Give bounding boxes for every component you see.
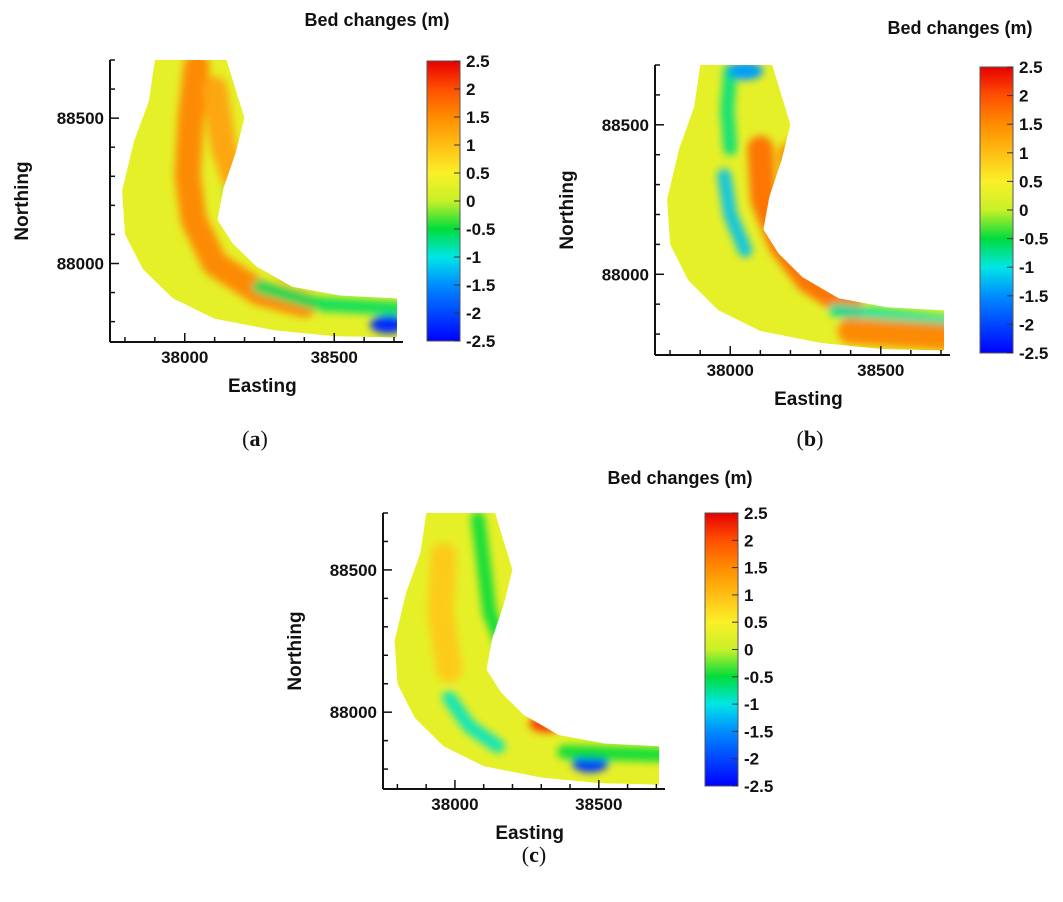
y-axis-title: Northing: [285, 611, 306, 690]
colorbar-tick-label: 1: [1019, 144, 1028, 163]
y-tick-label: 88000: [330, 703, 377, 722]
colorbar-tick-label: -0.5: [1019, 230, 1048, 249]
y-tick-label: 88500: [57, 109, 104, 128]
colorbar-tick-label: -2.5: [466, 332, 495, 351]
colorbar-tick-label: -1.5: [1019, 287, 1048, 306]
colorbar-title: Bed changes (m): [607, 468, 752, 488]
colorbar-tick-label: 1.5: [744, 559, 768, 578]
channel-base: [667, 65, 944, 351]
x-axis-title: Easting: [228, 376, 297, 397]
x-tick-label: 38000: [707, 361, 754, 380]
colorbar-tick-label: 1: [466, 136, 475, 155]
field-band: [442, 690, 506, 754]
colorbar-tick-label: 0: [744, 641, 753, 660]
colorbar-tick-label: 2.5: [1019, 58, 1043, 77]
colorbar-tick-label: -1: [744, 695, 759, 714]
y-tick-label: 88500: [330, 561, 377, 580]
colorbar-tick-label: 2.5: [744, 504, 768, 523]
colorbar-tick-label: -1: [466, 248, 481, 267]
field-band: [557, 745, 660, 762]
panel-caption: (a): [242, 426, 268, 451]
field-band: [252, 279, 397, 316]
field-ridge: [777, 141, 858, 288]
colorbar-tick-label: -2: [744, 750, 759, 769]
bed-change-field: [667, 65, 944, 351]
y-tick-label: 88000: [57, 255, 104, 274]
colorbar-tick-label: 0.5: [466, 164, 490, 183]
colorbar-tick-label: 0: [466, 192, 475, 211]
x-tick-label: 38500: [575, 795, 622, 814]
colorbar-tick-label: -2.5: [1019, 344, 1048, 363]
x-tick-label: 38000: [431, 795, 478, 814]
y-tick-label: 88500: [602, 116, 649, 135]
colorbar-tick-label: -2: [1019, 315, 1034, 334]
colorbar-title: Bed changes (m): [304, 10, 449, 30]
field-ridge: [427, 542, 463, 683]
colorbar-tick-label: -2: [466, 304, 481, 323]
colorbar-tick-label: -1: [1019, 258, 1034, 277]
x-axis-title: Easting: [774, 389, 843, 410]
colorbar-tick-label: 2: [466, 80, 475, 99]
colorbar-tick-label: -1.5: [466, 276, 495, 295]
field-band: [717, 168, 753, 258]
field-spot: [529, 714, 566, 733]
y-tick-label: 88000: [602, 265, 649, 284]
panel-caption: (b): [797, 426, 824, 451]
colorbar-tick-label: 2: [744, 531, 753, 550]
field-spot: [370, 315, 397, 334]
field-ridge: [837, 318, 944, 351]
colorbar-tick-label: -0.5: [466, 220, 495, 239]
panel-b: 38000 38500 88000 88500 Easting Northing 2.5 2 1…: [557, 18, 1048, 451]
colorbar-tick-label: 0: [1019, 201, 1028, 220]
colorbar-tick-label: 0.5: [744, 613, 768, 632]
field-spot: [727, 65, 764, 80]
colorbar-tick-label: 1: [744, 586, 753, 605]
y-axis-title: Northing: [557, 170, 578, 249]
colorbar-tick-label: -0.5: [744, 668, 773, 687]
field-band: [720, 65, 738, 156]
colorbar-title: Bed changes (m): [887, 18, 1032, 38]
colorbar-tick-label: -2.5: [744, 777, 773, 796]
y-axis-title: Northing: [12, 161, 33, 240]
x-axis-title: Easting: [495, 823, 564, 844]
field-spot: [223, 181, 260, 200]
colorbar-tick-label: 0.5: [1019, 172, 1043, 191]
colorbar-tick-label: 2.5: [466, 52, 490, 71]
bed-change-field: [122, 60, 397, 338]
colorbar-tick-label: 1.5: [466, 108, 490, 127]
panel-caption: (c): [522, 842, 546, 867]
x-tick-label: 38000: [161, 348, 208, 367]
panel-a: 38000 38500 88000 88500 Easting Northing 2.5 2 1…: [12, 10, 495, 451]
field-band: [828, 303, 944, 330]
x-tick-label: 38500: [311, 348, 358, 367]
panel-c: 38000 38500 88000 88500 Easting Northing 2.5 2 1…: [285, 468, 773, 867]
colorbar-tick-label: 2: [1019, 87, 1028, 106]
bed-change-field: [394, 513, 660, 785]
colorbar-tick-label: 1.5: [1019, 115, 1043, 134]
colorbar-tick-label: -1.5: [744, 722, 773, 741]
x-tick-label: 38500: [857, 361, 904, 380]
